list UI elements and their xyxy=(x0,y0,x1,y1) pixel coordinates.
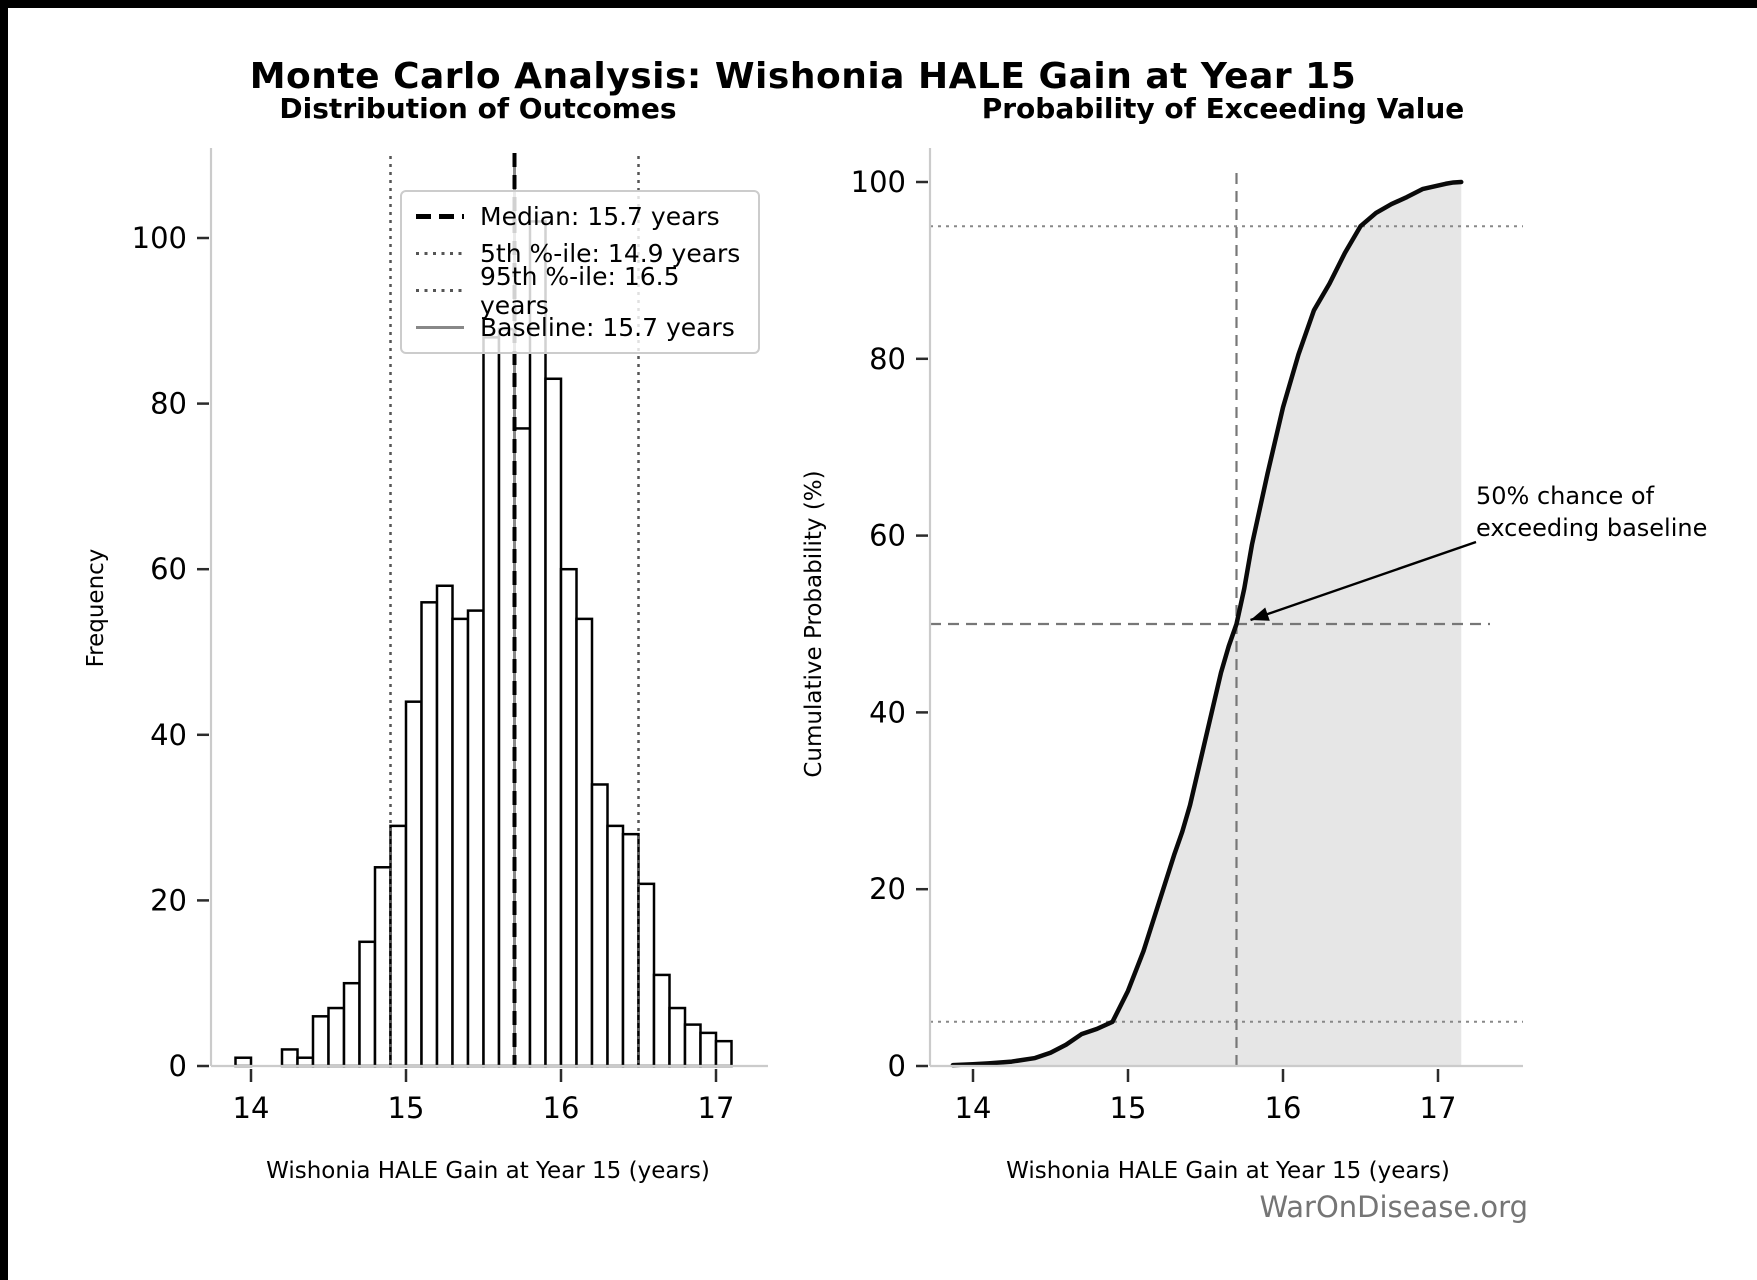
cdf-y-tick-label: 20 xyxy=(869,872,906,906)
histogram-bar xyxy=(466,609,485,1068)
cdf-ylabel: Cumulative Probability (%) xyxy=(801,470,827,778)
histogram-bar xyxy=(513,427,532,1068)
histogram-bar xyxy=(544,377,563,1068)
charts-layer: 14 15 16 17 0 20 40 60 80 100 14 15 16 17 0 20 40 60 80 100 xyxy=(132,148,1523,1125)
cdf-fill-area xyxy=(952,182,1462,1066)
histogram-x-tick-label: 14 xyxy=(233,1091,270,1125)
histogram-bar xyxy=(435,584,454,1068)
histogram-y-tick-label: 40 xyxy=(150,718,187,752)
cdf-x-tick-label: 14 xyxy=(955,1091,992,1125)
legend-item-baseline: Baseline: 15.7 years xyxy=(402,309,758,346)
histogram-bar xyxy=(714,1039,733,1068)
cdf-y-tick-label: 0 xyxy=(888,1049,906,1083)
histogram-legend: Median: 15.7 years 5th %-ile: 14.9 years… xyxy=(400,190,760,354)
histogram-y-tick-label: 20 xyxy=(150,883,187,917)
cdf-y-tick-label: 100 xyxy=(851,165,906,199)
histogram-bar xyxy=(373,866,392,1068)
cdf-x-tick-label: 15 xyxy=(1110,1091,1147,1125)
cdf-title: Probability of Exceeding Value xyxy=(981,92,1465,125)
histogram-y-tick-label: 100 xyxy=(132,221,187,255)
legend-item-median: Median: 15.7 years xyxy=(402,198,758,235)
histogram-x-tick-label: 15 xyxy=(388,1091,425,1125)
annotation-arrowhead-icon xyxy=(1250,607,1270,621)
legend-label: Median: 15.7 years xyxy=(480,202,720,231)
dashed-line-sample-icon xyxy=(416,214,464,219)
histogram-bar xyxy=(575,617,594,1068)
histogram-bar xyxy=(668,1006,687,1068)
cdf-curve xyxy=(950,179,1464,1068)
histogram-bar xyxy=(482,336,501,1068)
histogram-bar xyxy=(280,1048,299,1068)
cdf-x-tick-label: 17 xyxy=(1420,1091,1457,1125)
watermark-text: WarOnDisease.org xyxy=(1259,1190,1528,1224)
histogram-x-tick-label: 16 xyxy=(543,1091,580,1125)
histogram-bar xyxy=(590,783,609,1068)
histogram-bar xyxy=(404,700,423,1068)
dotted-line-sample-icon xyxy=(416,252,464,255)
legend-label: 5th %-ile: 14.9 years xyxy=(480,239,741,268)
cdf-y-tick-label: 40 xyxy=(869,695,906,729)
histogram-bar xyxy=(683,1023,702,1068)
cdf-annotation: 50% chance of exceeding baseline xyxy=(1476,482,1708,543)
histogram-y-tick-label: 60 xyxy=(150,552,187,586)
cdf-y-tick-label: 60 xyxy=(869,519,906,553)
histogram-bar xyxy=(420,601,439,1068)
histogram-bar xyxy=(637,882,656,1068)
histogram-xlabel: Wishonia HALE Gain at Year 15 (years) xyxy=(266,1158,710,1184)
histogram-y-tick-label: 0 xyxy=(169,1049,187,1083)
cdf-x-tick-label: 16 xyxy=(1265,1091,1302,1125)
cdf-y-tick-label: 80 xyxy=(869,342,906,376)
histogram-bar xyxy=(234,1056,253,1068)
dotted-line-sample-icon xyxy=(416,289,464,292)
legend-item-p5: 5th %-ile: 14.9 years xyxy=(402,235,758,272)
histogram-bar xyxy=(451,617,470,1068)
histogram-bar xyxy=(311,1015,330,1068)
histogram-bar xyxy=(327,1006,346,1068)
histogram-ylabel: Frequency xyxy=(83,548,109,668)
solid-line-sample-icon xyxy=(416,326,464,329)
legend-label: 95th %-ile: 16.5 years xyxy=(480,261,680,320)
histogram-bar xyxy=(559,567,578,1068)
histogram-bar xyxy=(358,940,377,1068)
histogram-bar xyxy=(652,973,671,1068)
legend-item-p95: 95th %-ile: 16.5 years xyxy=(402,262,758,320)
histogram-y-tick-label: 80 xyxy=(150,387,187,421)
histogram-bar xyxy=(342,981,361,1068)
histogram-bar xyxy=(606,824,625,1068)
histogram-x-tick-label: 17 xyxy=(698,1091,735,1125)
cdf-xlabel: Wishonia HALE Gain at Year 15 (years) xyxy=(1006,1158,1450,1184)
histogram-bar xyxy=(389,824,408,1068)
histogram-bar xyxy=(699,1031,718,1068)
histogram-bar xyxy=(296,1056,315,1068)
histogram-bar xyxy=(497,327,516,1068)
figure-suptitle: Monte Carlo Analysis: Wishonia HALE Gain… xyxy=(249,56,1357,97)
histogram-title: Distribution of Outcomes xyxy=(279,92,677,125)
histogram-bar xyxy=(621,832,640,1068)
legend-label: Baseline: 15.7 years xyxy=(480,313,735,342)
annotation-arrow-line xyxy=(1250,540,1477,622)
